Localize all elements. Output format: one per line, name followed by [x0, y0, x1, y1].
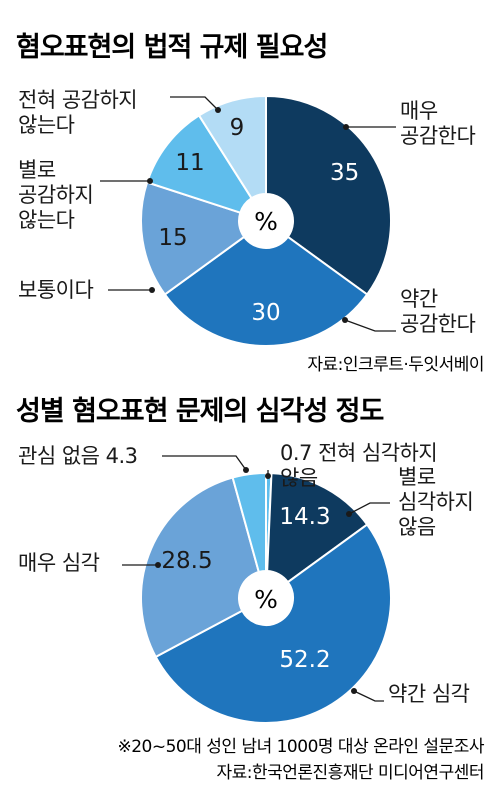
chart-1-value-label-5: 9	[230, 115, 245, 141]
chart-2-slice-2	[266, 472, 369, 584]
chart-1-leader-dot-5	[215, 107, 221, 113]
chart-1-source: 자료:인크루트·두잇서베이	[307, 355, 484, 375]
chart-1-slice-1	[265, 94, 392, 296]
chart-1-title: 혐오표현의 법적 규제 필요성	[16, 32, 327, 63]
chart-2-leader-dot-1	[265, 473, 271, 479]
chart-2-leader-dot-3	[351, 688, 357, 694]
chart-1-slice-3	[140, 181, 246, 296]
chart-1-value-labels: 35 30 15 11 9	[158, 115, 359, 326]
chart-1-leader-dot-4	[147, 178, 153, 184]
chart-1-leader-line-2	[344, 319, 396, 332]
chart-2-leader-dot-4	[155, 562, 161, 568]
chart-2-category-label-2: 않음	[398, 515, 436, 539]
chart-2-leader-line-2	[348, 502, 390, 515]
chart-2-category-label-5: 관심 없음 4.3	[18, 444, 138, 468]
chart-2-slice-4	[140, 476, 261, 659]
chart-2-category-label-3: 약간 심각	[388, 682, 470, 706]
chart-1-category-label-1: 매우	[400, 99, 438, 123]
chart-1-leader-dot-2	[342, 317, 348, 323]
chart-2-center-label: %	[254, 585, 278, 614]
chart-1-category-label-3: 보통이다	[18, 278, 93, 302]
chart-2-category-label-2: 별로	[398, 465, 436, 489]
chart-1-category-label-4: 않는다	[18, 208, 75, 232]
chart-1-slice-2	[163, 235, 369, 347]
chart-1-value-label-4: 11	[175, 150, 204, 176]
chart-2-slice-5	[231, 471, 267, 574]
chart-1-category-label-2: 약간	[400, 287, 438, 311]
chart-1-center-label: %	[254, 207, 278, 236]
chart-2-value-label-3: 52.2	[279, 647, 330, 673]
chart-2-leader-dot-2	[346, 511, 352, 517]
chart-2-source: 자료:한국언론진흥재단 미디어연구센터	[216, 763, 484, 783]
chart-2-leader-line-3	[353, 690, 384, 702]
chart-1-value-label-2: 30	[251, 300, 280, 326]
chart-1-slice-4	[145, 114, 253, 214]
chart-2-value-labels: 14.3 52.2 28.5	[161, 504, 330, 673]
chart-2-leader-line-5	[162, 455, 247, 471]
chart-1-category-label-5: 전혀 공감하지	[18, 88, 137, 112]
chart-1-category-label-1: 공감한다	[400, 124, 475, 148]
chart-2-category-label-2: 심각하지	[398, 490, 473, 514]
chart-2-slice-3	[154, 523, 392, 724]
chart-2-category-label-1: 0.7 전혀 심각하지	[280, 441, 437, 465]
chart-2-value-label-2: 14.3	[279, 504, 330, 530]
chart-2-footnote: ※20~50대 성인 남녀 1000명 대상 온라인 설문조사	[117, 737, 484, 757]
chart-1-category-label-2: 공감한다	[400, 312, 475, 336]
chart-1-leader-line-5	[170, 96, 219, 111]
chart-2-value-label-4: 28.5	[161, 548, 212, 574]
chart-2-slices	[140, 471, 392, 724]
chart-1-value-label-3: 15	[158, 225, 187, 251]
chart-1-value-label-1: 35	[330, 160, 359, 186]
chart-2-category-label-4: 매우 심각	[18, 551, 100, 575]
chart-2-leader-dot-5	[243, 467, 249, 473]
chart-2-category-label-1: 않음	[280, 466, 318, 490]
chart-1-leader-dot-3	[149, 287, 155, 293]
chart-1-category-label-4: 별로	[18, 158, 56, 182]
chart-1-category-label-5: 않는다	[18, 113, 75, 137]
chart-2-title: 성별 혐오표현 문제의 심각성 정도	[16, 396, 384, 427]
chart-1-leader-dot-1	[343, 124, 349, 130]
chart-1-category-label-4: 공감하지	[18, 183, 93, 207]
chart-2: 성별 혐오표현 문제의 심각성 정도 14.3 52.2 28.5 0.7 전혀 심…	[16, 396, 485, 783]
